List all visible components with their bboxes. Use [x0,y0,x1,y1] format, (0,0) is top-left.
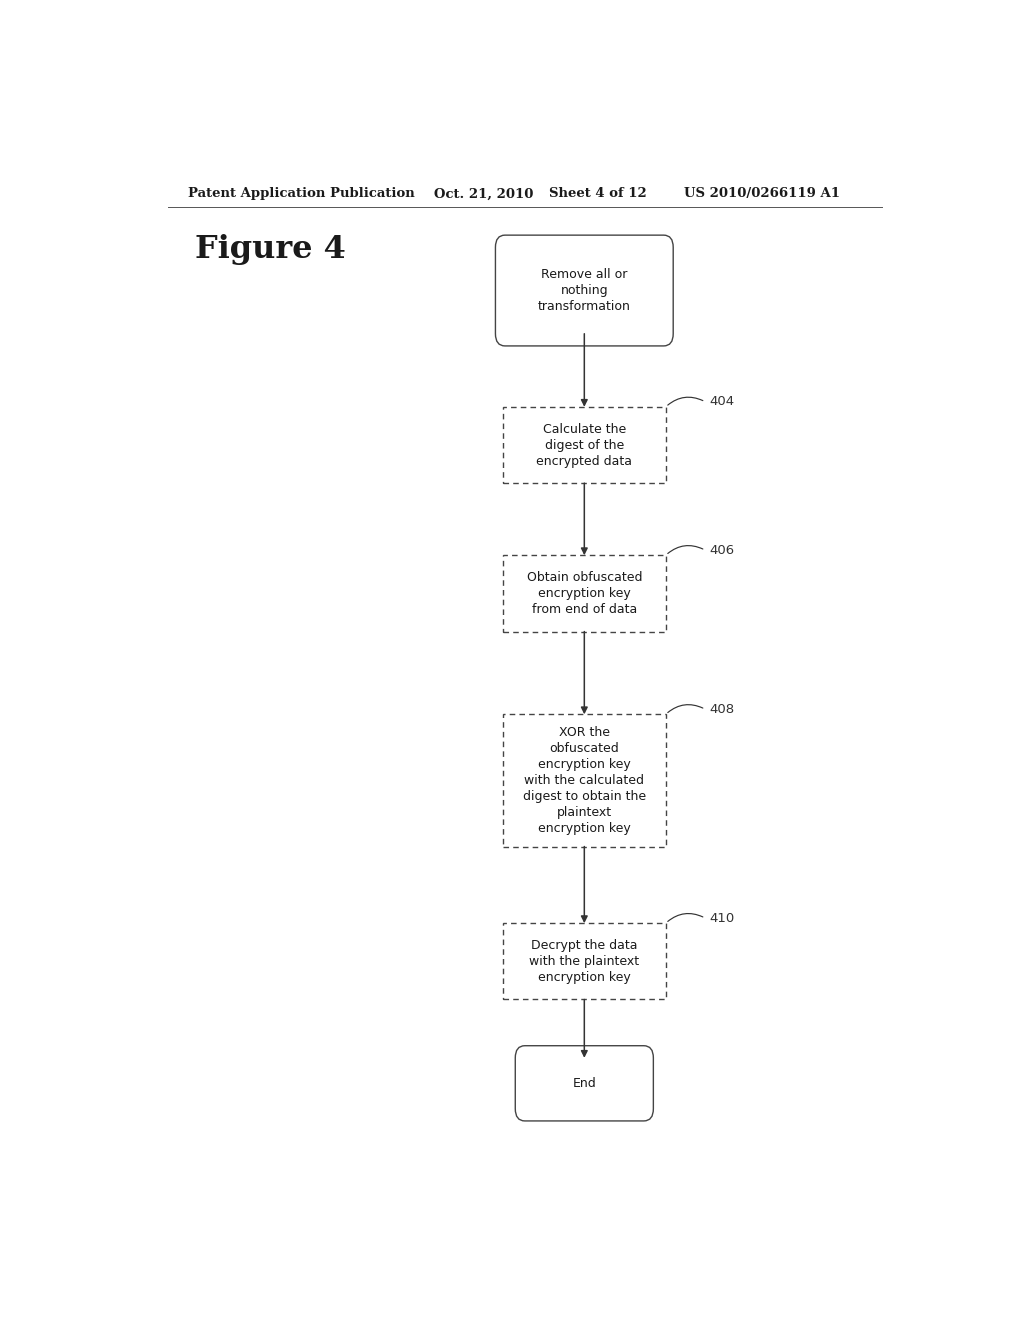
Text: Remove all or
nothing
transformation: Remove all or nothing transformation [538,268,631,313]
Text: 406: 406 [710,544,734,557]
Text: US 2010/0266119 A1: US 2010/0266119 A1 [684,187,840,201]
Text: 410: 410 [710,912,734,924]
Text: Patent Application Publication: Patent Application Publication [187,187,415,201]
Text: 404: 404 [710,395,734,408]
FancyBboxPatch shape [503,714,666,846]
Text: Figure 4: Figure 4 [196,235,346,265]
Text: Sheet 4 of 12: Sheet 4 of 12 [549,187,646,201]
Text: 408: 408 [710,702,734,715]
FancyBboxPatch shape [503,407,666,483]
FancyBboxPatch shape [496,235,673,346]
Text: End: End [572,1077,596,1090]
Text: Calculate the
digest of the
encrypted data: Calculate the digest of the encrypted da… [537,422,632,467]
FancyArrowPatch shape [668,705,702,713]
FancyBboxPatch shape [503,923,666,999]
FancyArrowPatch shape [668,397,702,405]
FancyArrowPatch shape [668,913,702,921]
FancyArrowPatch shape [668,545,702,553]
Text: Obtain obfuscated
encryption key
from end of data: Obtain obfuscated encryption key from en… [526,572,642,616]
FancyBboxPatch shape [515,1045,653,1121]
Text: Oct. 21, 2010: Oct. 21, 2010 [433,187,532,201]
Text: Decrypt the data
with the plaintext
encryption key: Decrypt the data with the plaintext encr… [529,939,639,983]
Text: XOR the
obfuscated
encryption key
with the calculated
digest to obtain the
plain: XOR the obfuscated encryption key with t… [523,726,646,836]
FancyBboxPatch shape [503,556,666,631]
